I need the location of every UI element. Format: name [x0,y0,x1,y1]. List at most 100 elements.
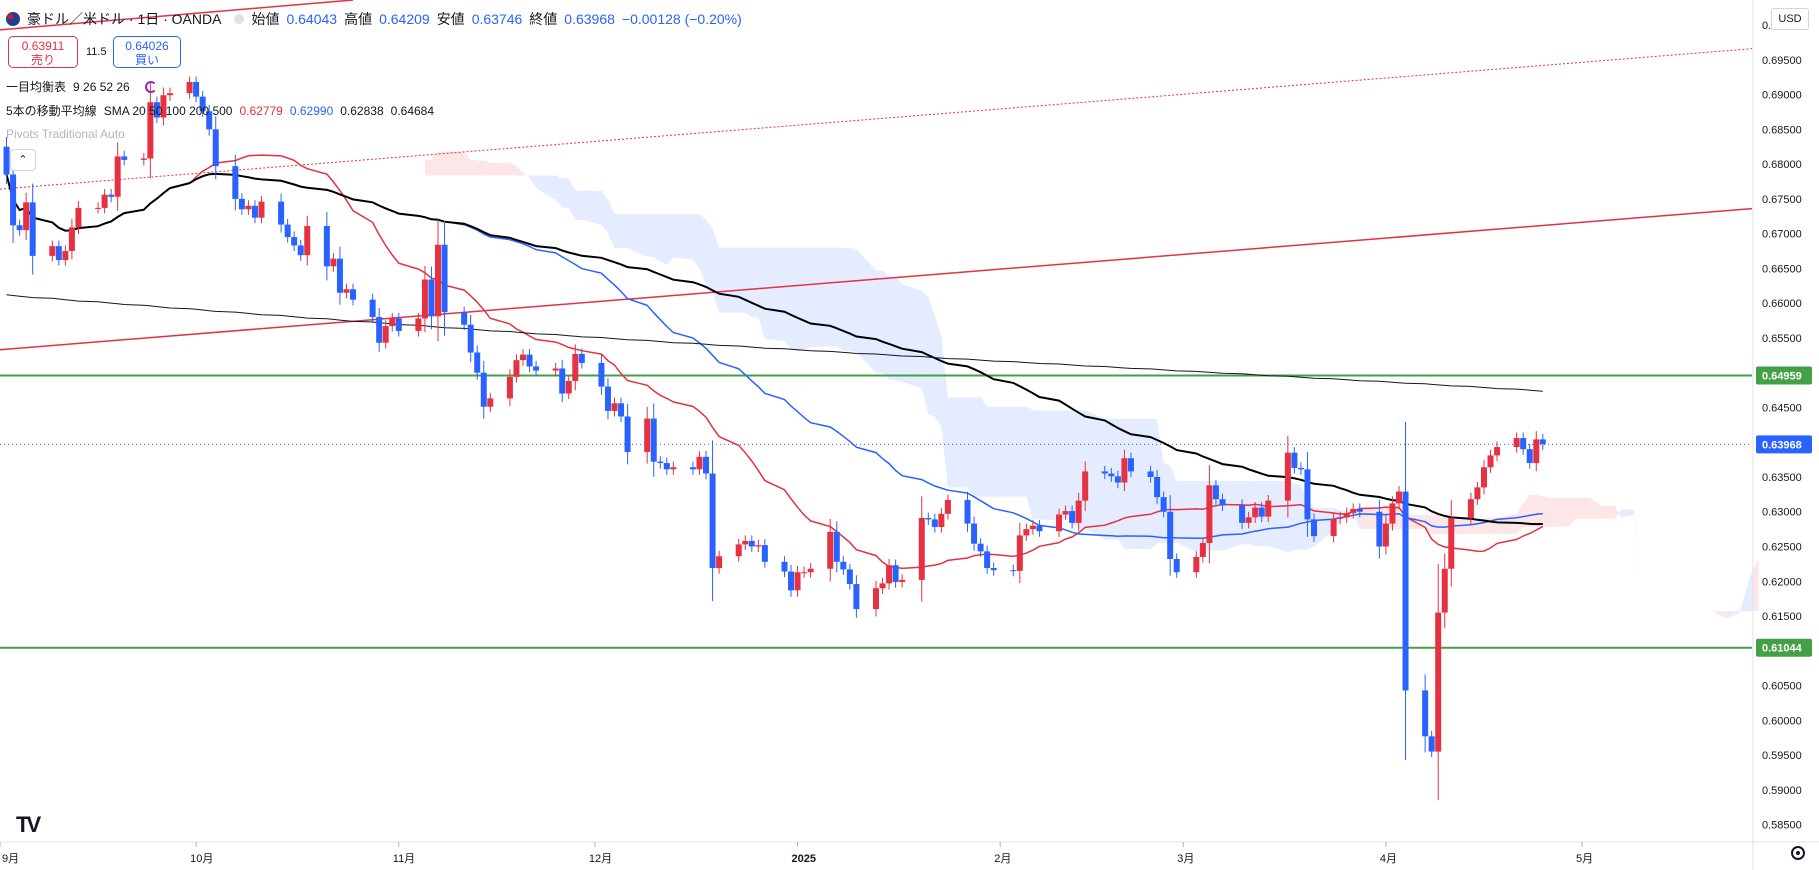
visibility-icon[interactable] [234,14,245,24]
candle-body [807,568,814,573]
cloud-segment [1516,503,1524,534]
symbol-title[interactable]: 豪ドル／米ドル · 1日 · OANDA [27,11,222,27]
candle-body [1539,439,1546,445]
candle-body [1291,452,1298,468]
cloud-segment [1196,481,1203,553]
candle-body [552,368,559,371]
cloud-segment [1621,509,1635,518]
cloud-segment [895,276,903,382]
candle-body [1284,452,1291,501]
candle-body [1311,519,1317,537]
ichimoku-legend[interactable]: 一目均衡表 9 26 52 26 [6,78,160,95]
candle-body [1212,485,1219,500]
close-value: 0.63968 [564,11,615,27]
candle-body [1127,458,1134,472]
candle-body [506,376,513,399]
cloud-segment [627,214,648,257]
candle-body [513,360,520,377]
open-value: 0.64043 [286,11,338,27]
trendline [0,0,354,31]
candle-body [251,205,258,218]
candle-body [1239,505,1246,523]
currency-selector[interactable]: USD [1771,8,1809,30]
low-label: 安値 [436,11,465,27]
cloud-segment [1575,497,1589,519]
pivots-legend[interactable]: Pivots Traditional Auto [6,127,128,141]
candle-body [376,317,383,343]
level-price-label-box [1756,638,1812,657]
candle-body [474,352,481,373]
y-tick-label: 0.60500 [1762,681,1802,693]
cloud-segment [856,249,876,374]
level-price-label-box [1756,366,1812,385]
refresh-icon[interactable] [144,80,157,93]
cloud-segment [1085,410,1105,540]
open-label: 始値 [251,11,280,27]
candle-body [1487,455,1494,468]
ichimoku-cloud [424,151,1759,619]
candle-body [650,418,657,462]
cloud-segment [1725,611,1733,619]
cloud-segment [1065,410,1073,524]
cloud-segment [490,162,510,176]
cloud-segment [1634,509,1641,591]
cloud-segment [967,397,975,497]
candle-body [3,146,10,175]
cloud-segment [1451,518,1471,534]
cloud-segment [653,214,661,262]
candle-body [533,366,540,371]
cloud-segment [464,151,471,176]
cloud-segment [1752,560,1759,612]
y-tick-label: 0.60000 [1762,715,1802,727]
x-tick-label: 10月 [190,853,213,865]
y-tick-label: 0.62000 [1762,576,1802,588]
candle-body [343,289,350,293]
buy-button[interactable]: 0.64026 買い [113,36,181,68]
candle-body [369,299,376,318]
candle-body [1474,487,1481,500]
candle-body [526,354,533,367]
cloud-segment [797,247,805,352]
cloud-segment [1130,418,1151,550]
candle-body [1167,511,1174,560]
candle-body [428,279,435,317]
cloud-segment [1104,418,1112,540]
high-label: 高値 [344,11,373,27]
candle-body [95,207,102,209]
cloud-segment [1614,506,1622,519]
candle-body [716,556,723,569]
cloud-segment [1732,611,1739,617]
gear-icon[interactable] [1791,846,1805,860]
candle-body [29,202,36,256]
pivots-label: Pivots Traditional Auto [6,127,125,141]
candle-body [604,386,611,411]
cloud-segment [804,247,811,350]
sma-legend[interactable]: 5本の移動平均線 SMA 20 50 100 200 500 0.62779 0… [6,102,437,119]
candle-body [1029,525,1036,530]
sma-params: SMA 20 50 100 200 500 [103,103,233,118]
sell-label: 売り [30,53,55,67]
cloud-segment [575,190,582,220]
trendline [0,48,1753,190]
cloud-segment [529,175,537,189]
candle-body [382,326,389,343]
candle-body [323,225,330,267]
sma500-line [6,294,1543,392]
cloud-segment [1555,497,1569,527]
chevron-up-icon[interactable]: ⌃ [10,149,36,171]
cloud-segment [1470,518,1478,534]
cloud-segment [470,159,478,176]
spread-value: 11.5 [86,46,107,58]
candle-body [1526,449,1533,464]
candle-body [1448,517,1455,569]
level-price-label: 0.64959 [1762,371,1802,383]
candle-body [1422,690,1429,737]
cloud-segment [738,247,746,313]
candle-body [1350,508,1357,514]
candle-body [291,237,298,246]
tradingview-logo[interactable]: TV [16,812,41,837]
price-labels: 0.64959 0.61044 0.63968 [1756,366,1812,657]
sma50-value: 0.62990 [289,103,334,118]
sell-button[interactable]: 0.63911 売り [8,36,78,68]
